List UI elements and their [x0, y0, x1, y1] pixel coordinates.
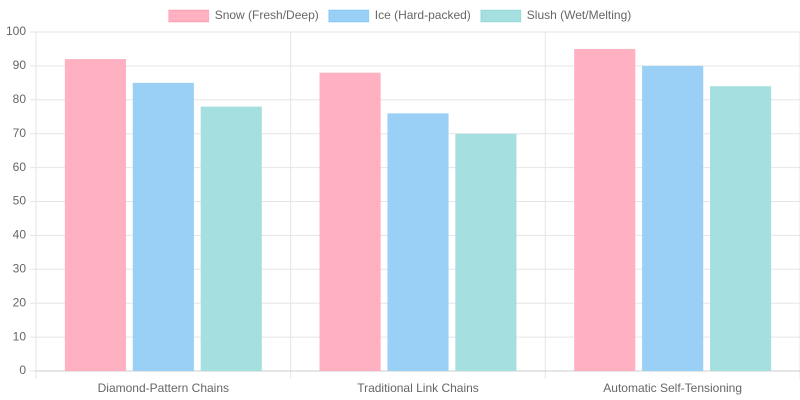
bar	[200, 106, 262, 371]
y-tick-label: 0	[19, 363, 26, 377]
legend-swatch	[328, 9, 370, 23]
bar	[710, 86, 772, 372]
y-tick-label: 100	[6, 24, 26, 38]
y-tick-label: 80	[13, 92, 27, 106]
x-tick-label: Automatic Self-Tensioning	[603, 381, 742, 395]
y-tick-label: 70	[13, 126, 27, 140]
legend-label: Snow (Fresh/Deep)	[215, 8, 319, 22]
x-tick-label: Diamond-Pattern Chains	[98, 381, 229, 395]
bar	[574, 48, 636, 371]
legend-swatch	[168, 9, 210, 23]
bar	[387, 113, 449, 372]
x-tick-label: Traditional Link Chains	[357, 381, 479, 395]
legend-label: Slush (Wet/Melting)	[527, 8, 631, 22]
y-tick-label: 10	[13, 329, 27, 343]
bar	[132, 82, 194, 371]
y-tick-label: 30	[13, 261, 27, 275]
y-tick-label: 40	[13, 228, 27, 242]
bar	[455, 133, 517, 371]
bar	[642, 65, 704, 372]
legend-label: Ice (Hard-packed)	[375, 8, 471, 22]
y-tick-label: 60	[13, 160, 27, 174]
legend-swatch	[480, 9, 522, 23]
y-tick-label: 20	[13, 295, 27, 309]
y-tick-label: 50	[13, 194, 27, 208]
bar	[64, 59, 126, 372]
y-tick-label: 90	[13, 58, 27, 72]
bar	[319, 72, 381, 372]
